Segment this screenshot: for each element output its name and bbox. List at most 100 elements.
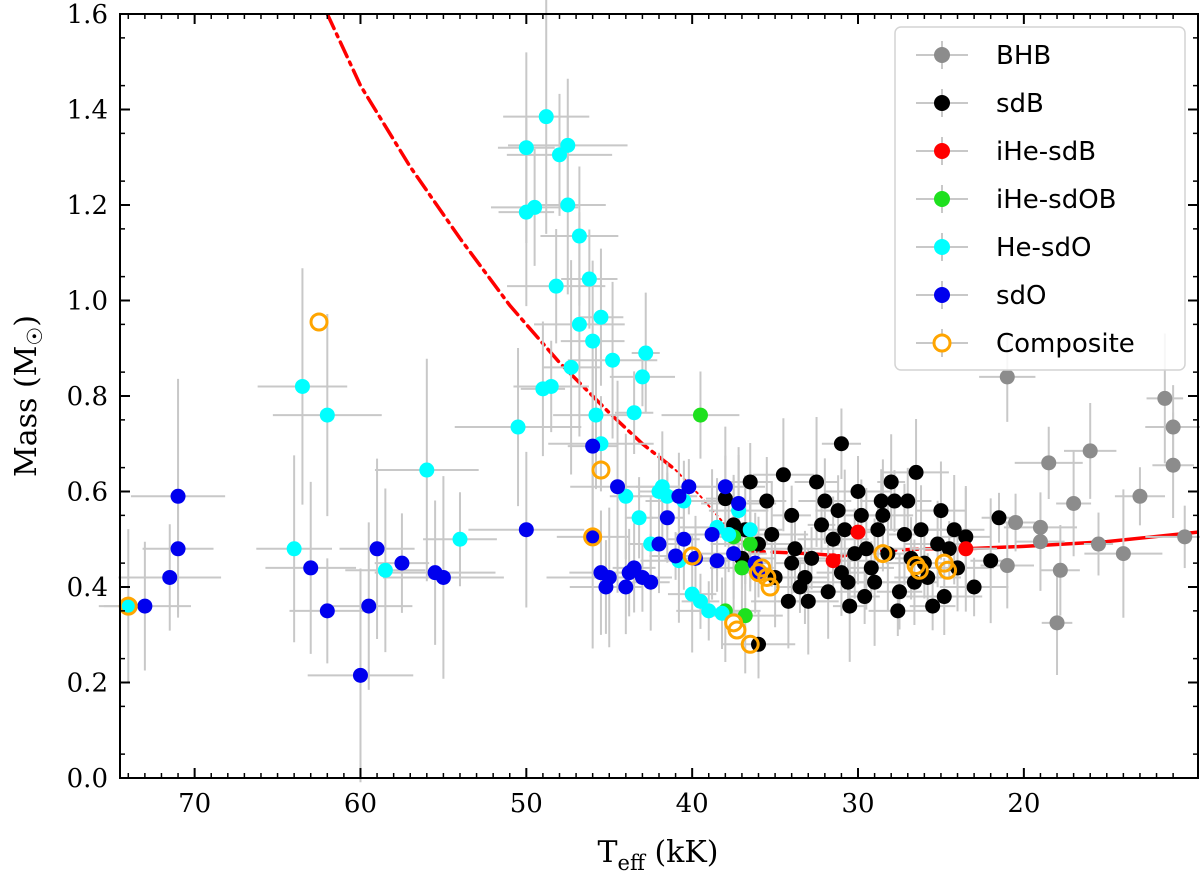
point-bhb xyxy=(1041,455,1057,471)
point-sdb xyxy=(946,522,962,538)
axis-ticks: 70 60 50 40 30 20 0.0 0.2 0.4 0.6 0.8 1.0 1.2 1.4 1.6 xyxy=(67,0,1198,819)
track-solid xyxy=(964,530,1198,551)
point-he-sdo xyxy=(538,109,554,125)
point-ihe-sdb xyxy=(850,524,866,540)
legend-marker-ihe-sdb xyxy=(934,143,950,159)
point-bhb xyxy=(1132,488,1148,504)
point-sdo xyxy=(668,548,684,564)
x-tick-label: 50 xyxy=(510,789,543,819)
point-composite xyxy=(757,567,777,587)
point-sdo xyxy=(518,522,534,538)
point-sdo xyxy=(361,598,377,614)
point-he-sdo xyxy=(593,309,609,325)
point-sdb xyxy=(890,603,906,619)
point-sdo xyxy=(610,479,626,495)
point-composite xyxy=(752,558,772,578)
point-sdb xyxy=(941,541,957,557)
point-he-sdo xyxy=(714,605,730,621)
point-sdb xyxy=(870,522,886,538)
point-sdo xyxy=(303,560,319,576)
point-sdb xyxy=(891,584,907,600)
x-tick-label: 20 xyxy=(1007,789,1040,819)
point-sdb xyxy=(925,598,941,614)
x-axis-title: Teff (kK) xyxy=(598,835,719,873)
point-sdb xyxy=(875,507,891,523)
point-he-sdo xyxy=(510,419,526,435)
point-bhb xyxy=(999,558,1015,574)
point-sdo xyxy=(435,569,451,585)
point-bhb xyxy=(1032,519,1048,535)
point-composite xyxy=(682,546,702,566)
legend-label-sdo: sdO xyxy=(996,281,1047,311)
point-sdo xyxy=(676,531,692,547)
point-composite xyxy=(309,312,329,332)
point-sdb xyxy=(958,529,974,545)
point-sdb xyxy=(780,593,796,609)
point-he-sdo xyxy=(286,541,302,557)
point-sdb xyxy=(991,510,1007,526)
point-bhb xyxy=(1008,515,1024,531)
point-sdo xyxy=(585,438,601,454)
point-sdb xyxy=(900,493,916,509)
legend: BHB sdB iHe-sdB iHe-sdOB He-sdO sdO Composite xyxy=(894,26,1186,371)
point-sdb xyxy=(817,493,833,509)
legend-marker-he-sdo xyxy=(934,239,950,255)
legend-marker-bhb xyxy=(934,47,950,63)
y-tick-label: 1.4 xyxy=(67,96,108,126)
point-sdb xyxy=(920,569,936,585)
point-he-sdo xyxy=(701,603,717,619)
point-sdb xyxy=(814,517,830,533)
point-sdb xyxy=(913,522,929,538)
point-he-sdo xyxy=(626,405,642,421)
point-he-sdo xyxy=(120,598,136,614)
legend-box xyxy=(894,26,1186,371)
point-sdb xyxy=(837,522,853,538)
point-sdb xyxy=(933,503,949,519)
y-tick-label: 0.6 xyxy=(67,478,108,508)
x-axis-title-subscript: eff xyxy=(618,851,647,873)
y-tick-label: 1.6 xyxy=(67,0,108,30)
point-sdo xyxy=(671,488,687,504)
point-sdo xyxy=(319,603,335,619)
legend-marker-sdb xyxy=(934,95,950,111)
legend-marker-sdo xyxy=(934,287,950,303)
track-dashdot xyxy=(325,14,678,472)
point-sdb xyxy=(858,541,874,557)
legend-label-ihe-sdb: iHe-sdB xyxy=(996,137,1096,167)
point-sdo xyxy=(162,569,178,585)
x-tick-label: 30 xyxy=(841,789,874,819)
point-he-sdo xyxy=(319,407,335,423)
point-sdb xyxy=(908,464,924,480)
point-bhb xyxy=(999,369,1015,385)
point-composite xyxy=(938,560,958,580)
point-sdb xyxy=(896,526,912,542)
point-he-sdo xyxy=(527,199,543,215)
legend-marker-composite xyxy=(932,333,952,353)
point-sdb xyxy=(936,589,952,605)
y-axis-title: Mass (M☉) xyxy=(9,315,47,477)
x-tick-label: 70 xyxy=(178,789,211,819)
point-he-sdo xyxy=(581,271,597,287)
point-composite xyxy=(727,620,747,640)
point-he-sdo xyxy=(419,462,435,478)
y-tick-label: 1.2 xyxy=(67,191,108,221)
point-he-sdo xyxy=(560,137,576,153)
point-sdb xyxy=(840,574,856,590)
y-tick-label: 0.4 xyxy=(67,573,108,603)
y-axis-title-close: ) xyxy=(9,315,44,327)
point-bhb xyxy=(1177,529,1193,545)
legend-marker-ihe-sdob xyxy=(934,191,950,207)
point-sdb xyxy=(850,484,866,499)
point-ihe-sdb xyxy=(958,541,974,557)
point-he-sdo xyxy=(638,345,654,361)
point-sdo xyxy=(643,574,659,590)
point-sdb xyxy=(764,526,780,542)
point-composite xyxy=(740,634,760,654)
point-sdb xyxy=(842,598,858,614)
point-sdo xyxy=(651,536,667,552)
point-sdo xyxy=(659,510,675,526)
point-ihe-sdob xyxy=(734,560,750,576)
point-composite xyxy=(873,544,893,564)
y-tick-label: 1.0 xyxy=(67,287,108,317)
point-sdb xyxy=(867,574,883,590)
